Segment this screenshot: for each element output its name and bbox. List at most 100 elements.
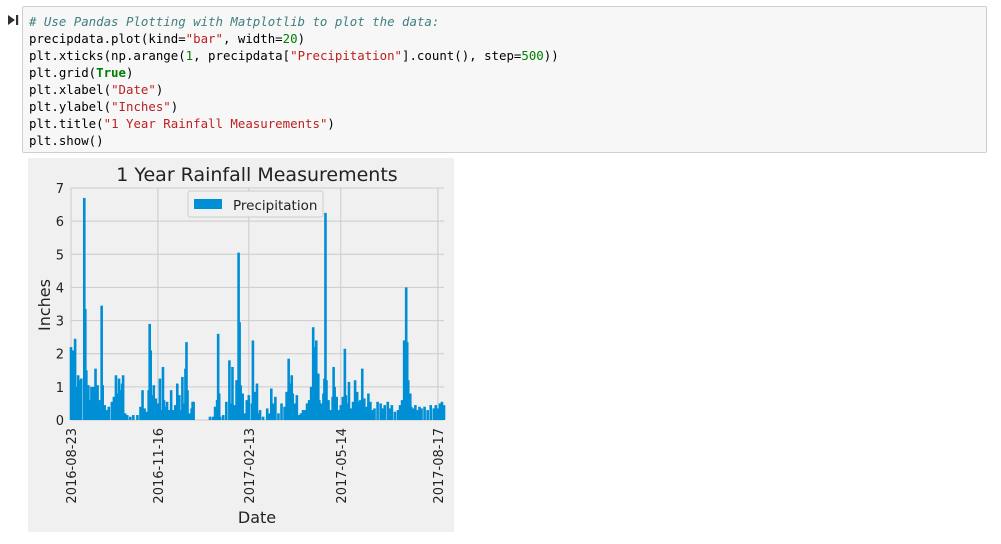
bar (77, 380, 81, 420)
y-axis-label: Inches (35, 279, 54, 331)
bar (188, 413, 191, 420)
bar (258, 410, 262, 420)
bar (317, 373, 320, 420)
bar (301, 410, 305, 420)
y-tick-label: 1 (56, 381, 64, 396)
code-cell[interactable]: # Use Pandas Plotting with Matplotlib to… (22, 6, 987, 153)
bar (84, 308, 87, 420)
bar (171, 410, 175, 420)
bar (432, 408, 436, 420)
bar (406, 380, 410, 420)
run-cell-icon[interactable] (7, 13, 21, 27)
bar (101, 385, 104, 420)
bar (139, 406, 142, 420)
bar (149, 350, 153, 420)
bar (136, 415, 139, 420)
bar (295, 395, 299, 420)
y-tick-label: 3 (56, 315, 64, 330)
code-token: True (96, 65, 126, 80)
bar (169, 390, 173, 420)
bar (436, 408, 440, 420)
bar (347, 381, 351, 420)
x-tick-label: 2017-08-17 (432, 428, 447, 504)
bar (251, 340, 255, 420)
bar (107, 406, 111, 420)
bars-group (69, 197, 446, 420)
bar (255, 383, 259, 420)
legend-label: Precipitation (233, 198, 317, 214)
bar (162, 400, 166, 420)
bar (90, 386, 93, 420)
bar (291, 393, 295, 420)
legend-swatch (194, 199, 222, 209)
bar (280, 403, 283, 420)
bar (69, 347, 73, 420)
bar (371, 410, 374, 420)
bar (243, 413, 247, 420)
code-line: plt.xticks(np.arange(1, precipdata["Prec… (29, 47, 559, 64)
code-token: plt.show() (29, 133, 104, 148)
code-line: plt.ylabel("Inches") (29, 98, 559, 115)
code-token: "Inches" (111, 99, 171, 114)
bar (98, 400, 101, 420)
y-tick-label: 0 (56, 414, 64, 429)
bar (267, 413, 271, 420)
bar (314, 340, 318, 420)
bar (211, 416, 215, 420)
code-token: ) (155, 82, 164, 97)
bar (92, 386, 95, 420)
bar (393, 411, 397, 420)
bar (285, 391, 288, 420)
bar (410, 406, 413, 420)
bar (414, 405, 417, 420)
bar (369, 401, 372, 420)
bar (118, 390, 122, 420)
code-line: plt.xlabel("Date") (29, 81, 559, 98)
bar (293, 403, 297, 420)
bar (253, 391, 257, 420)
bar (297, 415, 301, 420)
bar (303, 410, 307, 420)
code-token: # Use Pandas Plotting with Matplotlib to… (29, 14, 440, 29)
code-line: plt.title("1 Year Rainfall Measurements"… (29, 115, 559, 132)
code-editor[interactable]: # Use Pandas Plotting with Matplotlib to… (29, 13, 559, 149)
bar (351, 401, 355, 420)
bar (123, 413, 127, 420)
bar (192, 401, 195, 420)
code-token: "Precipitation" (290, 48, 403, 63)
bar (161, 366, 165, 420)
bar (360, 368, 364, 420)
y-tick-label: 7 (56, 182, 64, 197)
code-line: # Use Pandas Plotting with Matplotlib to… (29, 13, 559, 30)
bar (238, 322, 241, 420)
bar (379, 403, 382, 420)
bar (438, 403, 442, 420)
code-token: , width= (222, 31, 283, 46)
code-line: plt.show() (29, 132, 559, 149)
bar (112, 396, 116, 420)
bar (365, 406, 368, 420)
bar (418, 406, 421, 420)
bar (373, 408, 376, 420)
bar (355, 391, 359, 420)
code-token: )) (543, 48, 559, 63)
bar (179, 410, 182, 420)
bar (388, 408, 392, 420)
bar (225, 401, 228, 420)
bar (228, 360, 231, 420)
x-tick-labels: 2016-08-23 2016-11-16 2017-02-13 2017-05-14… (65, 428, 447, 504)
bar (213, 406, 217, 420)
y-tick-label: 5 (56, 248, 64, 263)
bar (274, 396, 277, 420)
bar (128, 416, 132, 420)
grid-lines (70, 187, 444, 421)
bar (416, 410, 419, 420)
bar (265, 408, 269, 420)
bar (324, 212, 327, 420)
bar (256, 413, 260, 420)
code-token: ) (297, 31, 306, 46)
bar (349, 408, 353, 420)
bar (115, 393, 119, 420)
bar (333, 386, 336, 420)
